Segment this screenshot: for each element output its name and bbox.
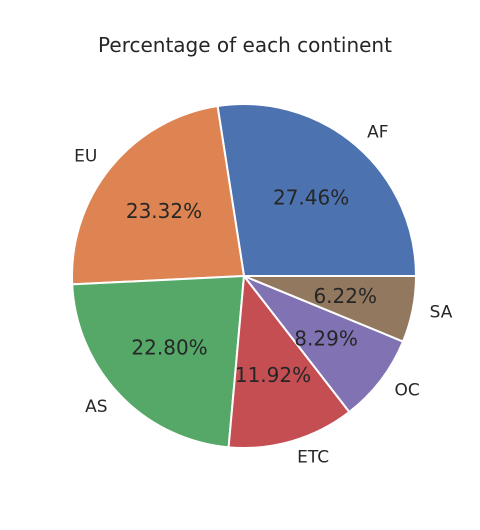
pie-labels: 27.46% AF 23.32% EU 22.80% AS 11.92% ETC 8.29% OC…	[74, 122, 453, 467]
slice-label-oc: OC	[394, 381, 419, 401]
pie-slice-as	[71, 275, 245, 449]
pie-slice-eu	[71, 105, 245, 286]
pie-slice-etc	[227, 275, 351, 449]
pie-slice-oc	[243, 275, 405, 413]
pie-slice-af	[216, 103, 417, 277]
chart-title: Percentage of each continent	[98, 33, 392, 57]
pct-label-as: 22.80%	[131, 335, 207, 359]
pct-label-eu: 23.32%	[126, 199, 202, 223]
slice-label-sa: SA	[430, 303, 453, 323]
pct-label-af: 27.46%	[273, 186, 349, 210]
pct-label-oc: 8.29%	[294, 327, 358, 351]
slice-label-eu: EU	[74, 146, 97, 166]
slice-label-as: AS	[85, 397, 107, 417]
slice-label-af: AF	[367, 122, 388, 142]
pct-label-etc: 11.92%	[235, 363, 311, 387]
pct-label-sa: 6.22%	[313, 284, 377, 308]
pie-slice-sa	[243, 275, 417, 343]
pie-slices	[71, 103, 417, 449]
slice-label-etc: ETC	[297, 448, 329, 468]
